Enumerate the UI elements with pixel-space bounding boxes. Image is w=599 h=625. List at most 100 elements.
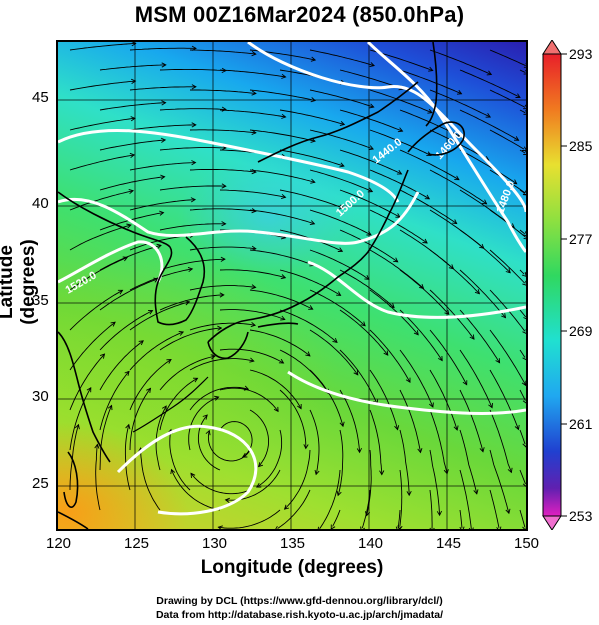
streamline-arrowhead — [129, 152, 136, 159]
streamline — [219, 309, 285, 320]
streamline-arrowhead — [521, 146, 526, 152]
streamline — [399, 309, 443, 361]
streamline-arrowhead — [488, 402, 493, 409]
streamline-arrowhead — [273, 406, 279, 413]
streamline — [489, 89, 526, 108]
streamline — [429, 209, 484, 249]
streamline — [369, 329, 411, 383]
streamline — [309, 129, 374, 150]
x-tick-label: 130 — [202, 535, 228, 552]
streamline — [489, 249, 526, 284]
streamline — [159, 147, 226, 151]
streamline-arrowhead — [393, 257, 399, 263]
streamline — [129, 124, 196, 131]
streamline-arrowhead — [505, 268, 511, 274]
streamline — [99, 102, 166, 111]
streamline-arrowhead — [146, 387, 152, 393]
streamline-arrowhead — [110, 321, 116, 327]
streamline-arrowhead — [452, 219, 458, 225]
streamline-arrowhead — [221, 183, 227, 189]
contour-label: 1520.0 — [64, 269, 99, 296]
streamline — [159, 258, 225, 271]
streamline — [219, 387, 279, 412]
streamline-arrowhead — [161, 405, 167, 411]
streamline — [249, 329, 311, 357]
streamline-arrowhead — [522, 231, 526, 236]
streamline-arrowhead — [437, 355, 443, 362]
streamline-arrowhead — [369, 62, 375, 68]
streamline-arrowhead — [250, 322, 257, 328]
streamline — [249, 89, 316, 101]
streamline — [279, 109, 345, 125]
streamline-arrowhead — [280, 193, 287, 200]
map-plot-area: 1440.0 1460.0 1480.0 1500.0 1520.0 — [56, 40, 528, 531]
streamline-arrowhead — [124, 370, 130, 376]
streamline — [189, 208, 256, 212]
streamline-arrowhead — [501, 313, 507, 319]
streamline-arrowhead — [187, 266, 194, 273]
streamline-arrowhead — [156, 243, 162, 249]
streamline-arrowhead — [443, 469, 449, 475]
streamline-arrowhead — [310, 56, 317, 62]
streamline-arrowhead — [309, 220, 316, 226]
streamline-arrowhead — [364, 511, 371, 517]
streamline-arrowhead — [473, 489, 479, 495]
streamline — [190, 473, 251, 495]
streamline-arrowhead — [396, 169, 403, 175]
streamline-arrowhead — [161, 62, 167, 68]
streamline — [309, 89, 374, 108]
streamline — [284, 449, 311, 510]
x-tick-label: 125 — [124, 535, 150, 552]
streamline-arrowhead — [249, 357, 255, 363]
streamline — [129, 47, 197, 51]
streamline-arrowhead — [317, 526, 322, 529]
streamline-arrowhead — [337, 247, 344, 252]
streamline-arrowhead — [278, 358, 285, 364]
streamline — [99, 310, 153, 351]
streamline-arrowhead — [356, 448, 363, 454]
streamline — [309, 289, 366, 327]
streamline-arrowhead — [281, 73, 287, 79]
streamline-arrowhead — [243, 385, 250, 391]
streamline-arrowhead — [505, 508, 511, 515]
streamline — [279, 309, 338, 343]
streamline-arrowhead — [94, 443, 100, 449]
streamline-arrowhead — [422, 238, 428, 244]
streamline — [369, 249, 424, 289]
streamline-arrowhead — [364, 275, 370, 280]
streamline-arrowhead — [339, 120, 346, 126]
streamline — [188, 396, 219, 451]
streamline-arrowhead — [336, 291, 342, 296]
contour-label: 1440.0 — [370, 136, 404, 166]
streamline-arrowhead — [305, 351, 311, 357]
streamline-arrowhead — [117, 289, 124, 295]
streamline-arrowhead — [251, 129, 257, 136]
streamline — [429, 169, 487, 205]
streamline — [429, 249, 480, 295]
streamline — [190, 49, 256, 55]
streamline-arrowhead — [360, 321, 366, 327]
streamline — [339, 389, 361, 453]
streamline-arrowhead — [131, 78, 137, 84]
streamline-arrowhead — [522, 483, 526, 487]
streamline — [69, 154, 135, 171]
streamline — [489, 129, 525, 150]
streamline — [279, 269, 341, 296]
streamline-arrowhead — [522, 443, 526, 448]
streamline-arrowhead — [107, 404, 113, 411]
streamline-arrowhead — [251, 284, 257, 290]
streamline — [309, 249, 370, 280]
streamline-arrowhead — [522, 329, 526, 334]
streamline — [337, 429, 344, 496]
streamline — [69, 80, 136, 91]
temperature-field — [58, 42, 526, 529]
streamline-arrowhead — [479, 447, 485, 453]
streamline — [249, 249, 315, 266]
streamline — [369, 369, 399, 430]
streamline — [69, 387, 92, 451]
streamline-arrowhead — [523, 235, 526, 240]
streamline — [69, 117, 135, 131]
colorbar-min-arrow — [542, 515, 562, 530]
streamline — [309, 169, 373, 193]
streamline — [277, 489, 311, 529]
